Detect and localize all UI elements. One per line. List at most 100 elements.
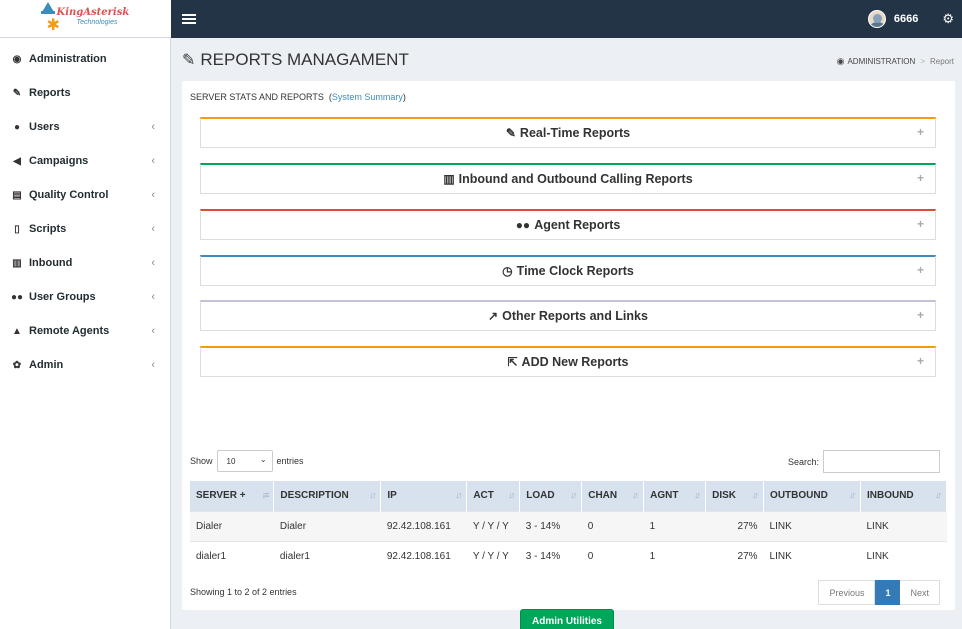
clock-icon: ◷ <box>502 264 513 278</box>
sort-icon: ↓↑ <box>694 490 701 500</box>
column-header-label: INBOUND <box>866 490 914 502</box>
link-cell[interactable]: LINK <box>860 540 947 571</box>
page-1-button[interactable]: 1 <box>875 580 901 605</box>
page-size-select[interactable]: 10 ⌄ <box>216 450 273 472</box>
link-cell[interactable]: LINK <box>763 540 861 571</box>
panel-title-text: Inbound and Outbound Calling Reports <box>458 172 693 186</box>
gears-icon[interactable]: ⚙ <box>942 11 954 26</box>
logo[interactable]: KingAsterisk ✱ Technologies <box>0 0 171 38</box>
server-stats-label: SERVER STATS AND REPORTS <box>190 92 324 102</box>
column-header[interactable]: IP ↓↑ <box>380 481 468 511</box>
column-header[interactable]: ACT ↓↑ <box>466 481 521 511</box>
panel-title: ▥ Inbound and Outbound Calling Reports <box>443 172 692 186</box>
system-summary-link[interactable]: System Summary <box>331 92 403 102</box>
sidebar-item-label: Administration <box>29 53 107 65</box>
table-cell: Dialer <box>273 510 381 541</box>
previous-button[interactable]: Previous <box>818 580 876 605</box>
sidebar-item-scripts[interactable]: ▯ Scripts ‹ <box>0 212 170 246</box>
column-header[interactable]: LOAD ↓↑ <box>519 481 583 511</box>
panel-title: ●● Agent Reports <box>516 218 621 232</box>
column-header[interactable]: SERVER + ↓≡ <box>190 481 275 511</box>
sidebar-item-remote-agents[interactable]: ▲ Remote Agents ‹ <box>0 314 170 348</box>
column-header-label: DESCRIPTION <box>280 490 349 502</box>
column-header-label: CHAN <box>588 490 618 502</box>
next-button[interactable]: Next <box>900 580 940 605</box>
reports-box: SERVER STATS AND REPORTS (System Summary… <box>182 81 955 629</box>
table-cell: Y / Y / Y <box>466 510 520 541</box>
sidebar-item-campaigns[interactable]: ◀ Campaigns ‹ <box>0 144 170 178</box>
lock-user-icon: ▲ <box>12 325 22 337</box>
sidebar-item-administration[interactable]: ◉ Administration <box>0 42 170 76</box>
sort-icon: ↓↑ <box>570 490 577 500</box>
breadcrumb-root[interactable]: ADMINISTRATION <box>847 57 916 66</box>
sidebar-item-label: Scripts <box>29 223 67 235</box>
sidebar-item-inbound[interactable]: ▥ Inbound ‹ <box>0 246 170 280</box>
search-label: Search: <box>787 456 819 467</box>
column-header[interactable]: OUTBOUND ↓↑ <box>763 481 861 511</box>
expand-plus-icon[interactable]: + <box>916 125 924 139</box>
servers-table: SERVER + ↓≡ DESCRIPTION ↓↑ IP ↓↑ ACT ↓↑ LOAD ↓↑ CH… <box>190 481 948 571</box>
sidebar-item-quality-control[interactable]: ▤ Quality Control ‹ <box>0 178 170 212</box>
chevron-left-icon: ‹ <box>151 155 155 167</box>
panel-title: ✎ Real-Time Reports <box>506 126 630 140</box>
show-entries: Show 10 ⌄ entries <box>190 450 304 472</box>
sidebar-item-users[interactable]: ● Users ‹ <box>0 110 170 144</box>
bar-chart-icon: ▥ <box>443 172 455 186</box>
column-header[interactable]: DESCRIPTION ↓↑ <box>273 481 382 511</box>
avatar[interactable] <box>867 10 886 28</box>
sidebar-item-label: User Groups <box>29 291 96 303</box>
search-input[interactable] <box>823 450 940 473</box>
column-header[interactable]: DISK ↓↑ <box>705 481 765 511</box>
panel-title: ↗ Other Reports and Links <box>488 309 648 323</box>
report-panel-add-new-reports[interactable]: ⇱ ADD New Reports + <box>200 346 936 377</box>
admin-utilities-button[interactable]: Admin Utilities <box>520 609 614 629</box>
report-panel-real-time-reports[interactable]: ✎ Real-Time Reports + <box>200 117 936 148</box>
link-cell[interactable]: LINK <box>763 510 861 541</box>
link-cell[interactable]: LINK <box>860 510 947 541</box>
table-cell: dialer1 <box>273 540 381 571</box>
sidebar-item-admin[interactable]: ✿ Admin ‹ <box>0 348 170 382</box>
expand-plus-icon[interactable]: + <box>916 354 924 368</box>
breadcrumb: ◉ ADMINISTRATION > Report <box>836 56 954 66</box>
chevron-left-icon: ‹ <box>151 257 155 269</box>
table-cell: 92.42.108.161 <box>380 510 467 541</box>
brand-name: KingAsterisk <box>56 6 130 18</box>
column-header[interactable]: CHAN ↓↑ <box>581 481 645 511</box>
breadcrumb-current: Report <box>929 57 954 66</box>
report-panel-other-reports-and-links[interactable]: ↗ Other Reports and Links + <box>200 300 936 331</box>
panel-title: ◷ Time Clock Reports <box>502 264 634 278</box>
bar-chart-icon: ▥ <box>12 257 22 269</box>
report-panel-agent-reports[interactable]: ●● Agent Reports + <box>200 209 936 240</box>
column-header[interactable]: INBOUND ↓↑ <box>860 481 948 511</box>
gear-icon: ✿ <box>12 359 22 371</box>
report-panel-time-clock-reports[interactable]: ◷ Time Clock Reports + <box>200 255 936 286</box>
sidebar-item-label: Remote Agents <box>29 325 110 337</box>
report-panel-inbound-and-outbound-calling-reports[interactable]: ▥ Inbound and Outbound Calling Reports + <box>200 163 936 194</box>
expand-plus-icon[interactable]: + <box>916 263 924 277</box>
page-title-text: REPORTS MANAGAMENT <box>200 50 409 69</box>
file-icon: ▯ <box>14 223 20 235</box>
sidebar-item-reports[interactable]: ✎ Reports <box>0 76 170 110</box>
entries-label: entries <box>276 456 304 466</box>
panel-title-text: Real-Time Reports <box>519 126 631 140</box>
brand-tagline: Technologies <box>76 18 118 26</box>
sidebar-item-label: Inbound <box>29 257 73 269</box>
table-cell: 1 <box>643 510 706 541</box>
chevron-left-icon: ‹ <box>151 189 155 201</box>
dashboard-icon: ◉ <box>836 56 845 66</box>
expand-plus-icon[interactable]: + <box>916 217 924 231</box>
edit-icon: ✎ <box>182 52 196 69</box>
sidebar-item-user-groups[interactable]: ●● User Groups ‹ <box>0 280 170 314</box>
user-name[interactable]: 6666 <box>893 13 919 25</box>
column-header-label: LOAD <box>526 490 555 502</box>
column-header[interactable]: AGNT ↓↑ <box>643 481 707 511</box>
expand-plus-icon[interactable]: + <box>916 171 924 185</box>
panel-title-text: Time Clock Reports <box>516 264 634 278</box>
panel-title: ⇱ ADD New Reports <box>507 355 628 369</box>
menu-toggle-icon[interactable] <box>182 12 196 26</box>
page-size-value: 10 <box>226 456 236 466</box>
sort-icon: ↓↑ <box>848 490 856 500</box>
expand-plus-icon[interactable]: + <box>916 308 924 322</box>
line-chart-icon: ↗ <box>488 309 499 323</box>
table-cell: 27% <box>705 540 764 571</box>
